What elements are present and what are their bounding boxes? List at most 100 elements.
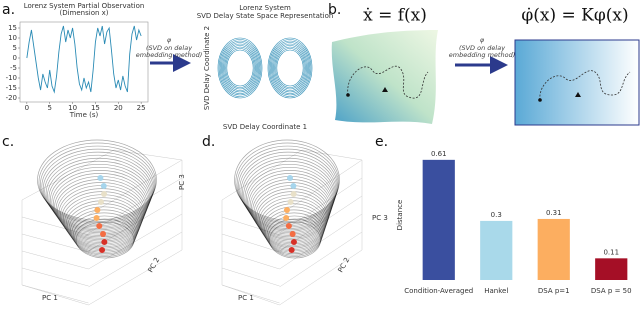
condition-point [97, 199, 104, 205]
x-tick-label: 25 [137, 104, 146, 112]
pane-grid [88, 177, 183, 234]
trajectory-loop [47, 160, 151, 231]
trajectory-loop [40, 145, 156, 224]
orbit [276, 49, 304, 87]
trajectory-loop [75, 221, 135, 259]
axis-label: PC 3 [372, 214, 388, 222]
phase-title: SVD Delay State Space Representation [197, 12, 334, 20]
trajectory-loop [64, 197, 141, 248]
pane-grid [279, 213, 363, 270]
orbit [267, 37, 313, 99]
trajectory-loop [269, 221, 321, 259]
arrow-caption: embedding method) [449, 51, 515, 59]
end-point [575, 92, 581, 97]
condition-point [94, 207, 101, 213]
condition-point [290, 191, 297, 197]
y-axis-label: Distance [396, 200, 404, 231]
pca-plot [21, 139, 183, 306]
line-series [26, 25, 142, 94]
x-axis-label: Time (s) [69, 111, 99, 119]
trajectory-loop [263, 209, 324, 253]
y-tick-label: 0 [13, 54, 17, 62]
pane-grid [88, 159, 183, 216]
bar [595, 258, 628, 280]
x-tick-label: 20 [114, 104, 123, 112]
orbit [225, 48, 255, 88]
value-label: 0.61 [431, 150, 447, 158]
trajectory-loop [267, 218, 322, 257]
value-label: 0.31 [546, 209, 562, 217]
orbit [275, 48, 305, 88]
pane-grid [221, 250, 280, 270]
condition-point [283, 207, 290, 213]
panel-label: a. [2, 2, 15, 18]
pane-grid [21, 284, 89, 304]
trajectory-loop [243, 160, 335, 231]
condition-point [100, 231, 107, 237]
pane-grid [221, 233, 280, 253]
condition-point [285, 223, 292, 229]
axis-label: PC 1 [238, 294, 254, 302]
pane-grid [21, 233, 89, 253]
orbit [273, 45, 307, 91]
y-tick-label: 10 [8, 34, 17, 42]
orbit [221, 42, 260, 94]
orbit [223, 45, 257, 91]
trajectory-loop [74, 218, 136, 257]
equation: φ̇(x) = Kφ(x) [521, 6, 628, 26]
orbit [272, 43, 308, 93]
chart-title: Lorenz System Partial Observation [24, 2, 145, 10]
arrow-caption: (SVD on delay [146, 44, 192, 52]
pane-grid [279, 159, 363, 216]
x-tick-label: Condition-Averaged [404, 287, 473, 295]
pane-grid [221, 216, 280, 236]
arrow-symbol: φ [480, 36, 485, 44]
condition-point [93, 215, 100, 221]
orbit [217, 37, 263, 99]
x-tick-label: Hankel [484, 287, 508, 295]
condition-point [288, 247, 295, 253]
orbit [269, 40, 311, 96]
trajectory-loop [51, 170, 149, 235]
condition-point [283, 215, 290, 221]
x-tick-label: 10 [68, 104, 77, 112]
pane-grid [21, 267, 89, 287]
pane-grid [88, 213, 183, 270]
pca-plot [221, 139, 363, 306]
trajectory-loop [244, 163, 335, 232]
orbit [222, 43, 258, 93]
condition-point [289, 231, 296, 237]
condition-point [290, 239, 297, 245]
trajectory-loop [72, 215, 136, 256]
x-tick-label: 0 [25, 104, 29, 112]
pane-grid [279, 231, 363, 288]
axis-label: PC 3 [178, 174, 186, 190]
trajectory [539, 70, 631, 101]
bar [537, 218, 570, 280]
trajectory-loop [57, 182, 146, 241]
bar [480, 220, 513, 280]
trajectory-loop [236, 145, 339, 224]
trajectory [347, 65, 429, 99]
panel-label: e. [375, 134, 388, 150]
linear-space [514, 39, 640, 126]
condition-point [287, 199, 294, 205]
pane-grid [21, 250, 89, 270]
trajectory-loop [245, 166, 334, 234]
condition-point [96, 223, 103, 229]
condition-point [101, 191, 108, 197]
x-tick-label: DSA p=1 [538, 287, 570, 295]
pane-grid [221, 284, 280, 304]
chart-title: (Dimension x) [59, 9, 108, 17]
y-tick-label: -10 [6, 74, 17, 82]
y-tick-label: -15 [6, 84, 17, 92]
arrow-caption: (SVD on delay [459, 44, 505, 52]
phase-ylabel: SVD Delay Coordinate 2 [203, 26, 211, 110]
condition-point [290, 183, 297, 189]
orbit [274, 46, 306, 90]
orbit [219, 40, 261, 96]
x-tick-label: DSA p = 50 [591, 287, 632, 295]
condition-point [287, 175, 293, 181]
